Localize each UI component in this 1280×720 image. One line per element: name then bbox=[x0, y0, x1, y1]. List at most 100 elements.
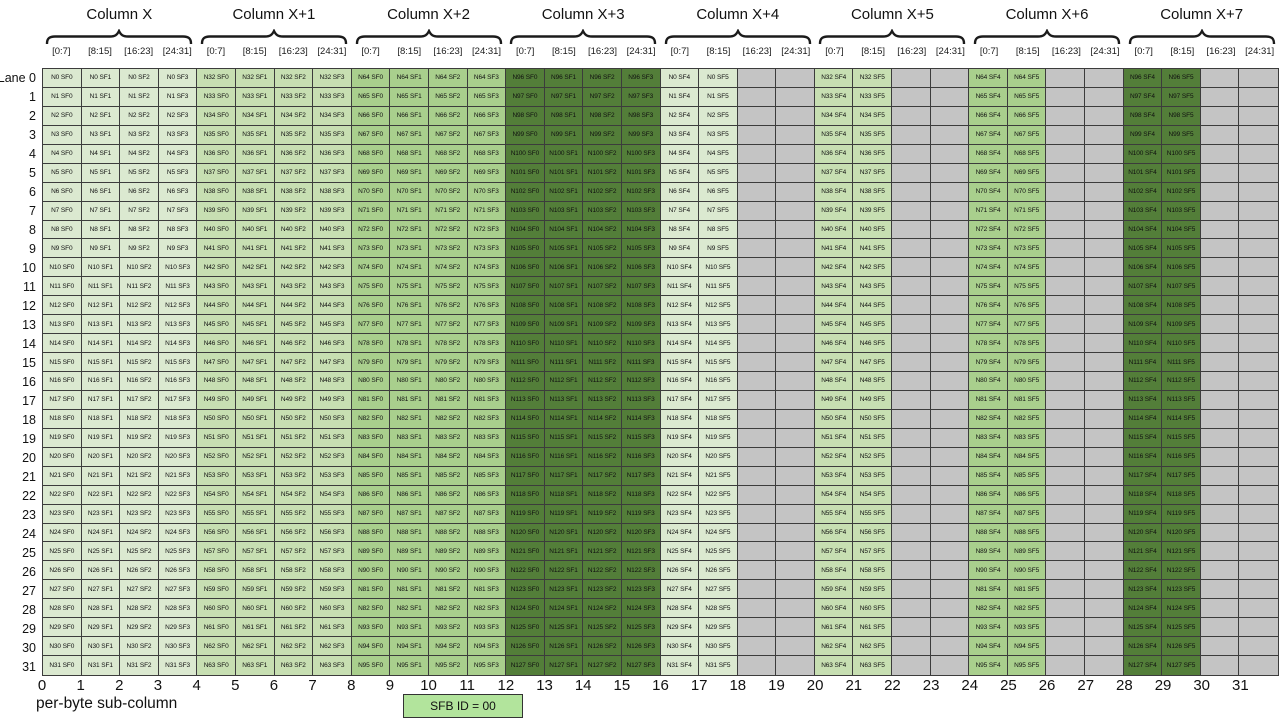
grid-cell: N127 SF4 bbox=[1123, 656, 1163, 675]
grid-cell: N13 SF2 bbox=[120, 315, 159, 335]
lane-label: 21 bbox=[22, 469, 36, 484]
grid-cell: N48 SF5 bbox=[853, 372, 893, 391]
grid-cell: N4 SF1 bbox=[81, 144, 121, 164]
grid-cell: N100 SF1 bbox=[544, 144, 584, 164]
grid-cell: N73 SF4 bbox=[969, 239, 1008, 259]
grid-cell: N39 SF4 bbox=[814, 201, 854, 221]
grid-cell: N105 SF1 bbox=[544, 239, 584, 259]
grid-cell: N111 SF2 bbox=[583, 353, 622, 372]
grid-cell: N111 SF0 bbox=[506, 353, 545, 372]
grid-cell: N42 SF2 bbox=[274, 258, 314, 278]
grid-cell-empty bbox=[1200, 277, 1240, 297]
sub-column-tick: 19 bbox=[768, 677, 785, 694]
grid-cell-empty bbox=[1046, 390, 1086, 410]
grid-cell: N87 SF2 bbox=[428, 504, 468, 524]
grid-cell: N119 SF3 bbox=[621, 504, 661, 524]
grid-cell: N51 SF4 bbox=[814, 428, 854, 448]
grid-cell: N100 SF0 bbox=[506, 144, 545, 164]
grid-cell: N118 SF0 bbox=[506, 485, 545, 505]
grid-cell-empty bbox=[1239, 106, 1278, 126]
grid-cell: N17 SF4 bbox=[660, 390, 700, 410]
grid-cell: N93 SF2 bbox=[428, 618, 468, 638]
grid-cell-empty bbox=[892, 447, 931, 467]
grid-cell: N68 SF3 bbox=[467, 144, 507, 164]
grid-cell: N51 SF1 bbox=[235, 428, 275, 448]
grid-cell: N64 SF2 bbox=[428, 69, 468, 88]
grid-cell: N106 SF3 bbox=[621, 258, 661, 278]
grid-cell: N34 SF5 bbox=[853, 106, 893, 126]
grid-cell: N107 SF5 bbox=[1162, 277, 1201, 297]
grid-cell-empty bbox=[1200, 428, 1240, 448]
grid-cell: N76 SF2 bbox=[428, 296, 468, 316]
grid-cell: N70 SF1 bbox=[390, 182, 429, 202]
grid-cell: N117 SF5 bbox=[1162, 466, 1201, 486]
grid-cell-empty bbox=[1046, 315, 1086, 335]
grid-cell: N72 SF4 bbox=[969, 220, 1008, 240]
grid-cell: N45 SF0 bbox=[197, 315, 236, 335]
axis-caption: per-byte sub-column bbox=[36, 695, 178, 712]
grid-cell: N96 SF4 bbox=[1123, 69, 1163, 88]
grid-cell: N44 SF1 bbox=[235, 296, 275, 316]
grid-cell: N106 SF4 bbox=[1123, 258, 1163, 278]
grid-cell-empty bbox=[930, 239, 970, 259]
grid-cell: N60 SF5 bbox=[853, 599, 893, 619]
grid-cell: N68 SF4 bbox=[969, 144, 1008, 164]
grid-cell-empty bbox=[1046, 69, 1086, 88]
grid-cell: N68 SF2 bbox=[428, 144, 468, 164]
grid-cell-empty bbox=[1239, 239, 1278, 259]
grid-cell: N41 SF3 bbox=[313, 239, 352, 259]
grid-cell: N126 SF2 bbox=[583, 637, 622, 657]
grid-cell: N89 SF2 bbox=[428, 542, 468, 562]
column-title: Column X+2 bbox=[387, 6, 471, 23]
sub-column-tick: 24 bbox=[961, 677, 979, 694]
grid-cell: N103 SF2 bbox=[583, 201, 622, 221]
grid-cell: N100 SF3 bbox=[621, 144, 661, 164]
grid-cell: N13 SF5 bbox=[699, 315, 738, 335]
grid-cell: N35 SF0 bbox=[197, 125, 236, 145]
grid-cell: N81 SF5 bbox=[1007, 390, 1047, 410]
grid-cell: N99 SF1 bbox=[544, 125, 584, 145]
grid-cell: N25 SF4 bbox=[660, 542, 700, 562]
grid-cell: N45 SF3 bbox=[313, 315, 352, 335]
grid-cell: N100 SF2 bbox=[583, 144, 622, 164]
grid-cell: N6 SF0 bbox=[43, 182, 82, 202]
grid-cell: N112 SF1 bbox=[544, 372, 584, 391]
grid-cell: N12 SF4 bbox=[660, 296, 700, 316]
grid-cell: N96 SF1 bbox=[544, 69, 584, 88]
grid-cell: N46 SF2 bbox=[274, 334, 314, 354]
grid-cell: N33 SF2 bbox=[274, 87, 314, 107]
grid-cell: N64 SF3 bbox=[467, 69, 507, 88]
grid-cell: N8 SF1 bbox=[81, 220, 121, 240]
sub-column-tick: 3 bbox=[153, 677, 163, 694]
grid-cell-empty bbox=[1239, 618, 1278, 638]
grid-cell: N81 SF1 bbox=[390, 390, 429, 410]
grid-cell: N73 SF0 bbox=[351, 239, 391, 259]
grid-cell: N21 SF4 bbox=[660, 466, 700, 486]
grid-cell: N39 SF1 bbox=[235, 201, 275, 221]
grid-cell: N113 SF1 bbox=[544, 390, 584, 410]
grid-cell: N71 SF4 bbox=[969, 201, 1008, 221]
grid-cell: N33 SF0 bbox=[197, 87, 236, 107]
grid-cell: N94 SF1 bbox=[390, 637, 429, 657]
grid-cell: N9 SF5 bbox=[699, 239, 738, 259]
grid-cell-empty bbox=[776, 618, 815, 638]
grid-cell: N9 SF2 bbox=[120, 239, 159, 259]
grid-cell-empty bbox=[1085, 372, 1124, 391]
grid-cell: N120 SF1 bbox=[544, 523, 584, 543]
sub-column-tick: 16 bbox=[652, 677, 669, 694]
grid-cell: N90 SF2 bbox=[428, 561, 468, 581]
grid-cell: N58 SF3 bbox=[313, 561, 352, 581]
grid-cell: N71 SF3 bbox=[467, 201, 507, 221]
grid-cell: N49 SF5 bbox=[853, 390, 893, 410]
byte-range-label: [8:15] bbox=[1015, 46, 1040, 57]
grid-cell: N16 SF4 bbox=[660, 372, 700, 391]
grid-cell-empty bbox=[930, 182, 970, 202]
grid-cell: N82 SF3 bbox=[467, 409, 507, 429]
grid-cell: N54 SF0 bbox=[197, 485, 236, 505]
grid-cell: N50 SF0 bbox=[197, 409, 236, 429]
grid-cell-empty bbox=[776, 296, 815, 316]
grid-cell-empty bbox=[1085, 466, 1124, 486]
grid-cell: N86 SF5 bbox=[1007, 485, 1047, 505]
grid-cell-empty bbox=[930, 542, 970, 562]
grid-cell-empty bbox=[892, 258, 931, 278]
